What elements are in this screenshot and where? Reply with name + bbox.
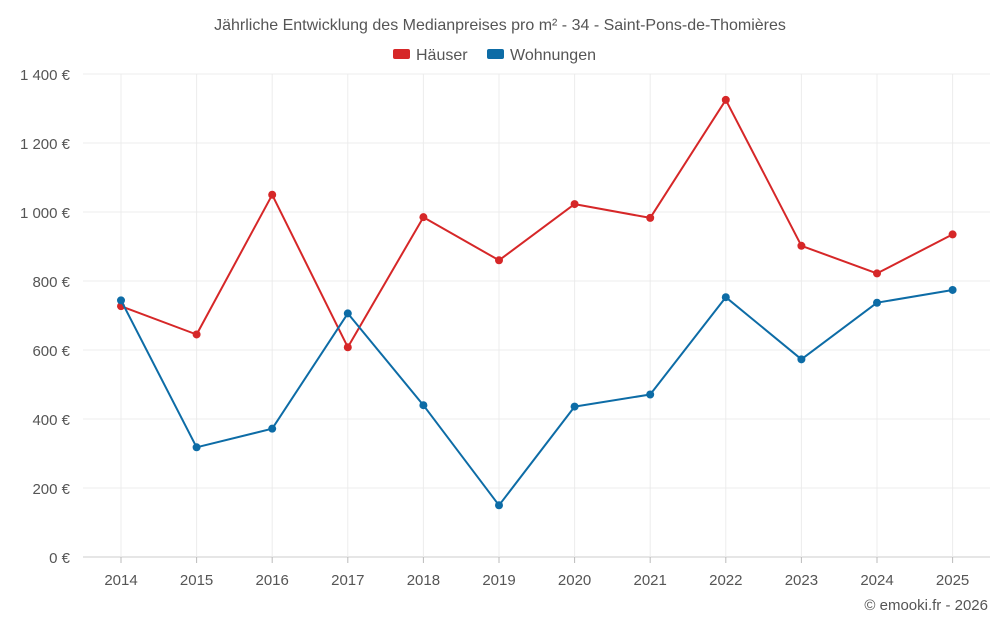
x-tick-label: 2019 xyxy=(482,572,515,589)
data-point-haeuser[interactable] xyxy=(948,230,957,239)
legend: Häuser Wohnungen xyxy=(393,47,596,64)
x-tick-label: 2024 xyxy=(860,572,893,589)
y-tick-label: 400 € xyxy=(32,412,70,429)
data-point-haeuser[interactable] xyxy=(419,213,428,222)
y-tick-label: 1 000 € xyxy=(20,205,71,222)
data-point-wohnungen[interactable] xyxy=(495,501,503,510)
data-point-wohnungen[interactable] xyxy=(873,298,881,307)
y-tick-label: 200 € xyxy=(32,481,70,498)
legend-item-wohnungen[interactable]: Wohnungen xyxy=(487,47,596,64)
x-tick-label: 2016 xyxy=(256,572,289,589)
footer-copyright: © emooki.fr - 2026 xyxy=(864,597,988,614)
data-point-wohnungen[interactable] xyxy=(117,296,125,305)
gridlines xyxy=(83,73,990,558)
data-point-wohnungen[interactable] xyxy=(797,355,806,364)
series-layer xyxy=(117,95,957,510)
y-tick-label: 800 € xyxy=(32,274,70,291)
y-tick-label: 1 400 € xyxy=(20,67,71,84)
x-tick-label: 2021 xyxy=(634,572,667,589)
data-point-wohnungen[interactable] xyxy=(721,293,730,302)
y-axis: 0 € 200 € 400 € 600 € 800 € 1 000 € 1 200 € 1 4… xyxy=(20,67,71,567)
data-point-haeuser[interactable] xyxy=(268,190,277,199)
data-point-wohnungen[interactable] xyxy=(268,424,277,433)
y-tick-label: 600 € xyxy=(32,343,70,360)
data-point-wohnungen[interactable] xyxy=(948,285,957,294)
data-point-haeuser[interactable] xyxy=(570,200,579,209)
x-tick-label: 2015 xyxy=(180,572,213,589)
legend-swatch xyxy=(393,49,410,59)
legend-label: Wohnungen xyxy=(510,47,596,64)
legend-label: Häuser xyxy=(416,47,468,64)
x-axis: 2014 2015 2016 2017 2018 2019 2020 2021 2022 2023… xyxy=(104,557,969,589)
series-line-haeuser xyxy=(120,98,954,349)
y-tick-label: 1 200 € xyxy=(20,136,71,153)
data-point-wohnungen[interactable] xyxy=(343,309,352,318)
data-point-haeuser[interactable] xyxy=(192,330,201,339)
data-point-wohnungen[interactable] xyxy=(646,390,655,399)
data-point-wohnungen[interactable] xyxy=(192,443,201,452)
data-point-haeuser[interactable] xyxy=(873,269,881,278)
series-haeuser xyxy=(117,95,957,352)
x-tick-label: 2018 xyxy=(407,572,440,589)
data-point-haeuser[interactable] xyxy=(721,95,730,104)
x-tick-label: 2023 xyxy=(785,572,818,589)
data-point-haeuser[interactable] xyxy=(797,241,806,250)
data-point-wohnungen[interactable] xyxy=(419,401,428,410)
x-tick-label: 2017 xyxy=(331,572,364,589)
x-tick-label: 2022 xyxy=(709,572,742,589)
legend-swatch xyxy=(487,49,504,59)
x-tick-label: 2020 xyxy=(558,572,591,589)
legend-item-haeuser[interactable]: Häuser xyxy=(393,47,468,64)
data-point-haeuser[interactable] xyxy=(495,256,503,265)
data-point-haeuser[interactable] xyxy=(646,213,655,222)
x-tick-label: 2014 xyxy=(104,572,137,589)
y-tick-label: 0 € xyxy=(49,550,71,567)
x-tick-label: 2025 xyxy=(936,572,969,589)
series-line-wohnungen xyxy=(120,289,953,507)
data-point-wohnungen[interactable] xyxy=(570,402,579,411)
data-point-haeuser[interactable] xyxy=(343,343,352,352)
chart-title: Jährliche Entwicklung des Medianpreises … xyxy=(214,17,786,34)
series-wohnungen xyxy=(117,285,957,510)
